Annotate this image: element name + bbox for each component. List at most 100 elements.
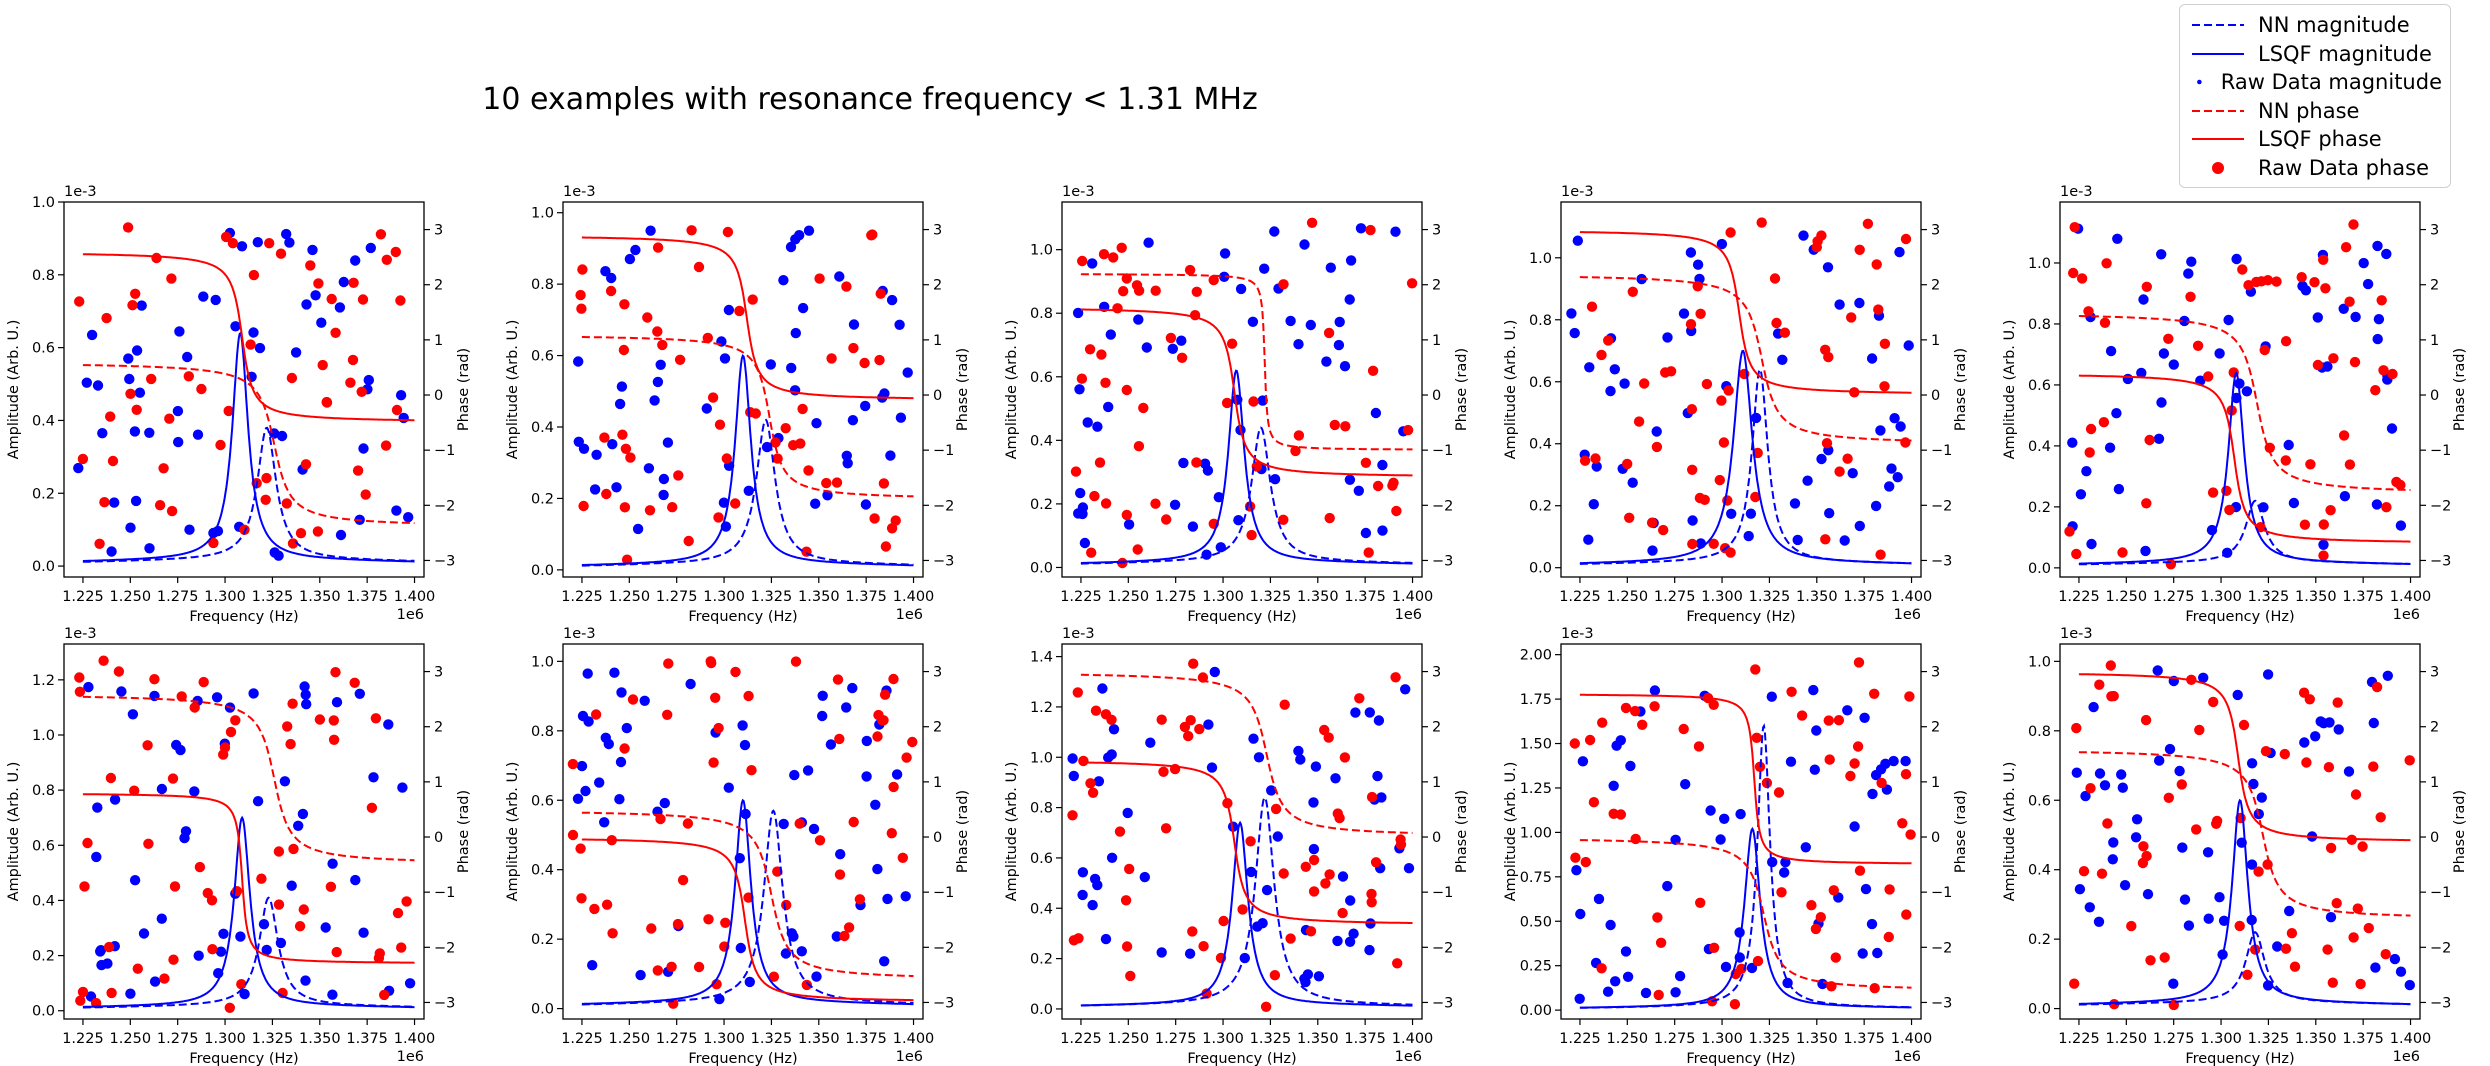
raw-phase-point [198, 676, 209, 688]
raw-phase-point [2320, 283, 2331, 294]
x-tick-label: 1.325 [1749, 1031, 1791, 1047]
x-tick-label: 1.325 [252, 589, 294, 605]
raw-magnitude-point [1364, 944, 1375, 956]
raw-phase-point [2348, 932, 2359, 943]
y-tick-label: 0.8 [1529, 313, 1552, 329]
raw-phase-point [357, 294, 369, 305]
x-axis-label: Frequency (Hz) [1686, 609, 1795, 625]
phase-tick-label: −1 [933, 885, 954, 901]
raw-phase-point [703, 914, 714, 925]
phase-tick-label: 1 [1931, 333, 1940, 349]
raw-phase-point [652, 965, 663, 976]
phase-tick-label: 3 [1931, 665, 1940, 681]
raw-magnitude-point [2203, 913, 2214, 924]
raw-magnitude-point [589, 484, 601, 495]
raw-magnitude-point [1746, 962, 1758, 974]
x-tick-label: 1.325 [1250, 589, 1292, 605]
raw-phase-point [1150, 498, 1161, 509]
x-tick-label: 1.350 [798, 1031, 840, 1047]
raw-phase-point [788, 440, 799, 451]
raw-magnitude-point [1077, 889, 1088, 901]
raw-phase-point [841, 281, 852, 292]
phase-tick-label: 2 [1931, 278, 1940, 294]
raw-magnitude-point [572, 793, 584, 804]
subplot-1: 1.225 1.250 1.275 1.300 1.325 1.350 1.375 1.400… [6, 184, 472, 625]
raw-magnitude-point [1077, 508, 1088, 520]
axes-frame [562, 201, 924, 578]
raw-phase-point [370, 713, 382, 724]
raw-magnitude-point [1355, 223, 1367, 234]
raw-phase-point [1194, 723, 1205, 735]
raw-phase-point [1363, 547, 1374, 558]
raw-phase-point [1246, 529, 1257, 541]
raw-magnitude-point [2158, 348, 2170, 359]
raw-phase-point [105, 772, 117, 784]
y-tick-label: 1.0 [1030, 750, 1053, 766]
x-tick-label: 1.250 [110, 1031, 152, 1047]
raw-phase-point [313, 278, 324, 289]
raw-phase-point [1751, 732, 1762, 743]
x-tick-label: 1.275 [157, 589, 199, 605]
raw-phase-point [888, 673, 899, 685]
phase-tick-label: 0 [2430, 388, 2439, 404]
raw-phase-point [2176, 779, 2187, 790]
raw-magnitude-point [1337, 871, 1349, 882]
raw-phase-point [1191, 457, 1202, 468]
raw-phase-point [780, 423, 791, 434]
y-axis-label-left: Amplitude (Arb. U.) [6, 762, 22, 902]
raw-magnitude-point [1574, 993, 1585, 1004]
raw-phase-point [107, 455, 119, 467]
raw-phase-point [1875, 549, 1886, 560]
raw-magnitude-point [365, 242, 376, 254]
y-tick-label: 0.0 [531, 563, 554, 579]
raw-phase-point [1579, 455, 1591, 466]
raw-magnitude-point [1735, 808, 1746, 820]
raw-phase-point [105, 411, 116, 422]
raw-phase-point [220, 231, 232, 243]
x-tick-label: 1.350 [299, 1031, 341, 1047]
raw-phase-point [1845, 770, 1856, 782]
raw-phase-point [2243, 280, 2254, 291]
raw-magnitude-point [1106, 749, 1117, 760]
raw-magnitude-point [2248, 778, 2259, 790]
y-axis-label-right: Phase (rad) [1454, 790, 1470, 873]
raw-magnitude-point [1572, 235, 1584, 246]
raw-phase-point [2375, 812, 2386, 823]
phase-tick-label: −3 [2430, 553, 2451, 569]
raw-phase-point [2141, 498, 2152, 509]
raw-phase-point [747, 294, 758, 305]
raw-phase-point [1308, 886, 1320, 897]
raw-phase-point [2145, 955, 2156, 966]
y-offset-label: 1e-3 [64, 626, 97, 642]
raw-phase-point [1248, 396, 1259, 407]
raw-phase-point [1085, 778, 1096, 789]
raw-phase-point [1693, 741, 1705, 752]
raw-magnitude-point [1365, 918, 1376, 929]
raw-magnitude-point [189, 786, 200, 797]
raw-phase-point [218, 749, 229, 760]
subplot-5: 1.225 1.250 1.275 1.300 1.325 1.350 1.375 1.400… [2002, 184, 2468, 625]
raw-phase-point [1339, 752, 1351, 763]
raw-magnitude-point [1293, 339, 1304, 350]
legend-item: LSQF phase [2188, 125, 2442, 154]
raw-magnitude-point [2074, 884, 2086, 895]
x-tick-label: 1.400 [394, 589, 436, 605]
raw-magnitude-point [1605, 385, 1616, 397]
raw-phase-point [619, 743, 630, 754]
raw-phase-point [1852, 741, 1864, 752]
raw-magnitude-point [2372, 240, 2383, 252]
raw-magnitude-point [600, 266, 611, 277]
raw-magnitude-point [1588, 499, 1600, 510]
raw-phase-point [897, 852, 908, 863]
raw-magnitude-point [900, 891, 911, 902]
raw-magnitude-point [235, 931, 246, 942]
raw-phase-point [330, 327, 341, 338]
raw-phase-point [1884, 884, 1895, 895]
raw-phase-point [1366, 897, 1377, 908]
x-tick-label: 1.400 [394, 1031, 436, 1047]
raw-phase-point [1370, 857, 1382, 868]
legend-item: Raw Data phase [2188, 154, 2442, 183]
raw-magnitude-point [1605, 919, 1616, 931]
y-axis-label-right: Phase (rad) [2452, 790, 2468, 873]
raw-magnitude-point [1092, 421, 1103, 432]
